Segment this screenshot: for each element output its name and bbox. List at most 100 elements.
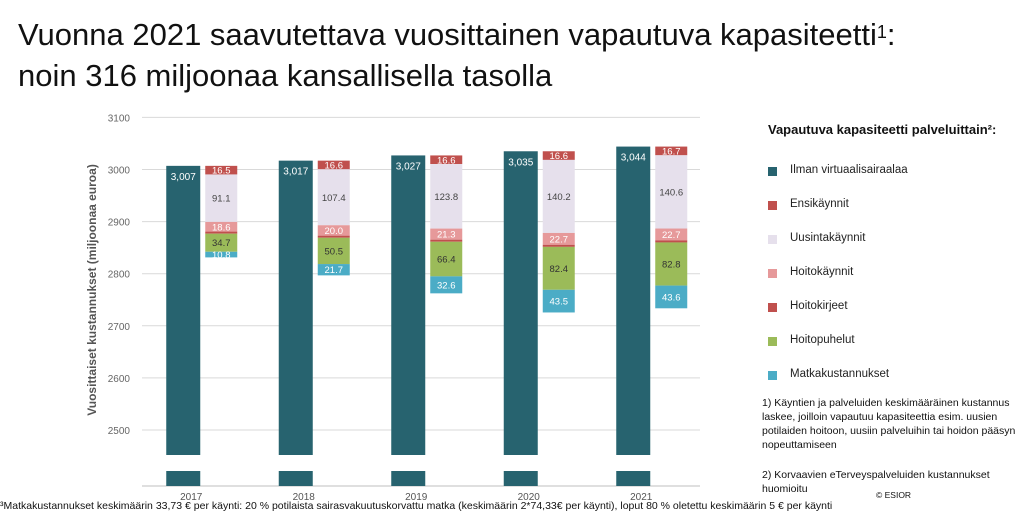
page-title: Vuonna 2021 saavutettava vuosittainen va… [18, 14, 1018, 96]
legend-label: Hoitopuhelut [790, 334, 855, 346]
bar-segment [317, 169, 350, 226]
bar-segment [542, 232, 575, 245]
bar-total-base [166, 471, 201, 486]
legend-swatch [768, 337, 777, 346]
y-tick-label: 2600 [108, 374, 131, 385]
bar-segment [205, 174, 238, 222]
bar-segment-label: 18.6 [212, 222, 231, 233]
bar-segment-label: 82.8 [662, 260, 681, 271]
bar-segment-label: 66.4 [437, 255, 456, 266]
legend-title: Vapautuva kapasiteetti palveluittain²: [768, 122, 997, 137]
bar-segment [430, 241, 463, 277]
bar-total-label: 3,044 [621, 153, 646, 164]
legend-item: Hoitokäynnit [768, 266, 1018, 282]
bar-segment [317, 235, 350, 238]
title-line-1-end: : [886, 17, 896, 52]
bar-segment [205, 233, 238, 252]
bar-total-label: 3,007 [171, 172, 196, 183]
legend-item: Ilman virtuaalisairaalaa [768, 164, 1018, 180]
bar-segment [205, 221, 238, 232]
bar-total [616, 146, 651, 456]
bar-segment-label: 20.0 [325, 226, 344, 237]
x-tick-label: 2017 [180, 492, 203, 503]
stacked-bar-chart: 2500 2600 2700 2800 2900 3000 3100 Vuosittaiset… [85, 113, 700, 503]
note-2: 2) Korvaavien eTerveyspalveluiden kustan… [762, 469, 990, 495]
legend-label: Hoitokäynnit [790, 266, 854, 278]
y-tick-label: 2800 [108, 270, 131, 281]
bar-total-label: 3,017 [283, 167, 308, 178]
bar-segment-label: 140.6 [659, 187, 683, 198]
bar-segment [542, 151, 575, 160]
legend-item: Matkakustannukset [768, 368, 1018, 384]
y-tick-label: 3000 [108, 166, 131, 177]
bar-segment-label: 32.6 [437, 280, 456, 291]
bar-segment-label: 16.6 [325, 160, 344, 171]
bar-total [391, 155, 426, 456]
bar-segment [655, 228, 688, 241]
bar-segment [205, 251, 238, 258]
legend-item: Uusintakäynnit [768, 232, 1018, 248]
bar-segment [205, 231, 238, 234]
legend-label: Uusintakäynnit [790, 232, 866, 244]
bar-segment-label: 21.7 [325, 265, 344, 276]
bar-segment-label: 43.5 [550, 297, 569, 308]
legend-swatch [768, 269, 777, 278]
y-tick-label: 2500 [108, 426, 131, 437]
bar-segment [655, 155, 688, 229]
bar-segment [655, 242, 688, 286]
x-tick-label: 2021 [630, 492, 653, 503]
bar-total [278, 160, 313, 455]
bar-segment-label: 16.5 [212, 166, 231, 177]
legend-label: Ensikäynnit [790, 198, 849, 210]
bar-segment-label: 107.4 [322, 193, 346, 204]
bar-segment-label: 50.5 [325, 246, 344, 257]
bar-segment [655, 240, 688, 243]
bar-total-base [391, 471, 426, 486]
copyright: © ESIOR [876, 490, 912, 500]
x-tick-label: 2018 [293, 492, 316, 503]
bar-segment-label: 16.6 [437, 155, 456, 166]
bar-segment [542, 289, 575, 313]
y-tick-label: 2700 [108, 322, 131, 333]
bar-total-base [503, 471, 538, 486]
legend-swatch [768, 167, 777, 176]
bar-total-base [616, 471, 651, 486]
bar-segment [430, 164, 463, 229]
bar-segment-label: 43.6 [662, 292, 681, 303]
legend-swatch [768, 371, 777, 380]
bar-total-base [278, 471, 313, 486]
legend-label: Matkakustannukset [790, 368, 890, 380]
bar-segment-label: 21.3 [437, 230, 456, 241]
bar-segment-label: 22.7 [662, 230, 681, 241]
legend-swatch [768, 201, 777, 210]
legend-label: Hoitokirjeet [790, 300, 848, 312]
legend-swatch [768, 303, 777, 312]
bar-segment [317, 237, 350, 265]
bar-segment-label: 140.2 [547, 192, 571, 203]
title-line-1: Vuonna 2021 saavutettava vuosittainen va… [18, 17, 877, 52]
bar-segment-label: 10.8 [212, 250, 231, 261]
bar-segment [430, 228, 463, 240]
legend-item: Hoitokirjeet [768, 300, 1018, 316]
x-tick-label: 2019 [405, 492, 428, 503]
legend-swatch [768, 235, 777, 244]
bar-segment-label: 91.1 [212, 194, 231, 205]
bar-segment-label: 82.4 [550, 264, 569, 275]
bar-segment [542, 159, 575, 233]
bar-segment [317, 160, 350, 170]
bar-total [503, 151, 538, 455]
bar-total [166, 165, 201, 455]
x-tick-label: 2020 [518, 492, 541, 503]
bar-segment [430, 155, 463, 165]
bar-segment-label: 123.8 [434, 192, 458, 203]
bar-segment [542, 246, 575, 290]
bar-segment-label: 16.6 [550, 151, 569, 162]
bar-segment [542, 244, 575, 247]
note-1: 1) Käyntien ja palveluiden keskimääräine… [762, 397, 1016, 451]
legend-item: Ensikäynnit [768, 198, 1018, 214]
legend-label: Ilman virtuaalisairaalaa [790, 164, 908, 176]
legend-item: Hoitopuhelut [768, 334, 1018, 350]
y-axis-label: Vuosittaiset kustannukset (miljoonaa eur… [85, 164, 99, 416]
y-tick-label: 2900 [108, 218, 131, 229]
title-line-2: noin 316 miljoonaa kansallisella tasolla [18, 58, 553, 93]
